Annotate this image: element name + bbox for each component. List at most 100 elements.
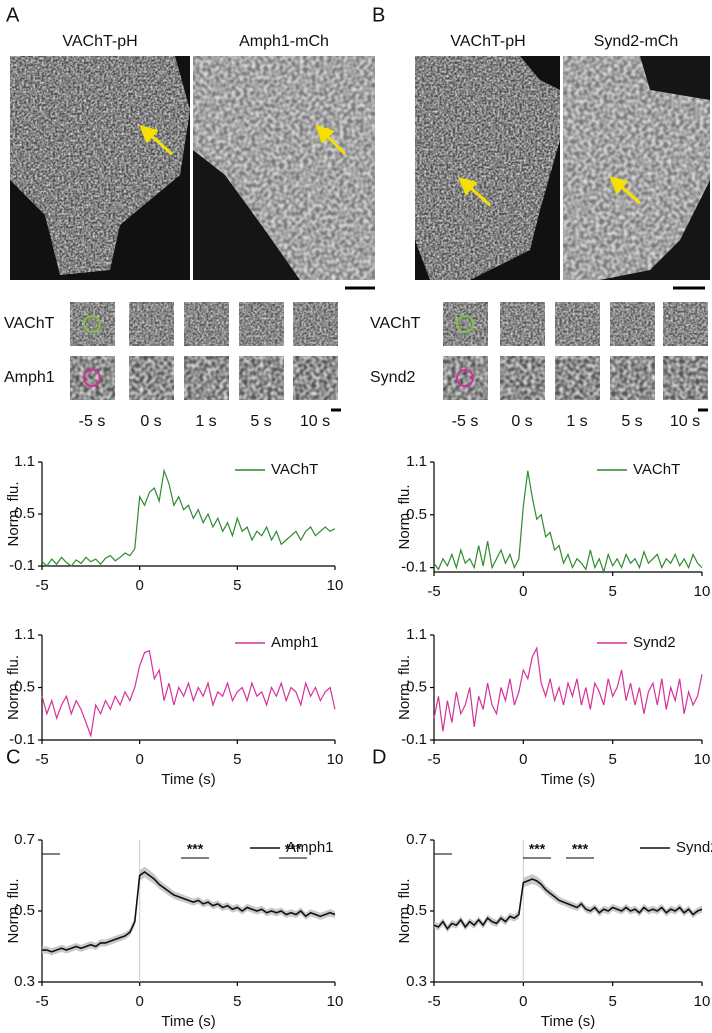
micrograph (193, 56, 375, 280)
x-tick-label: 5 (608, 993, 616, 1010)
time-label: -5 s (79, 413, 106, 430)
legend-label: VAChT (633, 461, 680, 478)
y-axis-label: Norm. flu. (396, 484, 413, 549)
y-tick-label: 0.7 (14, 831, 35, 848)
x-tick-label: 5 (233, 993, 241, 1010)
y-axis-label: Norm. flu. (396, 878, 413, 943)
trace (41, 468, 336, 567)
y-axis-label: Norm. flu. (396, 655, 413, 720)
x-tick-label: -5 (427, 751, 440, 768)
panel-label: D (372, 746, 386, 768)
x-tick-label: -5 (35, 751, 48, 768)
time-label: 1 s (566, 413, 587, 430)
x-tick-label: 5 (233, 751, 241, 768)
y-tick-label: 0.7 (406, 831, 427, 848)
x-tick-label: 0 (135, 993, 143, 1010)
image-tile-texture (443, 302, 488, 346)
row-label: VAChT (370, 315, 421, 332)
x-tick-label: 10 (694, 751, 711, 768)
time-label: 10 s (670, 413, 700, 430)
image-tile-texture (500, 302, 545, 346)
y-tick-label: 1.1 (14, 453, 35, 470)
trace (433, 470, 703, 575)
roi-circle (83, 315, 101, 333)
y-tick-label: 0.5 (406, 678, 427, 695)
image-tile-texture (663, 302, 708, 346)
image-tile-texture (610, 356, 655, 400)
y-tick-label: 0.3 (406, 973, 427, 990)
trace (41, 649, 336, 738)
legend-label: Synd2 (633, 634, 676, 651)
trace (433, 646, 703, 732)
micrograph (10, 56, 190, 280)
time-label: 0 s (511, 413, 532, 430)
time-label: 1 s (195, 413, 216, 430)
time-label: 5 s (621, 413, 642, 430)
x-tick-label: 10 (327, 993, 344, 1010)
image-tile-texture (610, 302, 655, 346)
y-tick-label: 0.3 (14, 973, 35, 990)
x-axis-label: Time (s) (541, 771, 595, 788)
time-label: 0 s (140, 413, 161, 430)
row-label: VAChT (4, 315, 55, 332)
legend-label: Synd2 (676, 839, 712, 856)
micrograph (563, 56, 710, 280)
x-tick-label: 0 (519, 993, 527, 1010)
roi-circle (456, 369, 474, 387)
x-tick-label: 10 (327, 751, 344, 768)
significance: *** (285, 841, 302, 857)
x-tick-label: 10 (327, 577, 344, 594)
x-tick-label: 10 (694, 583, 711, 600)
image-tile-texture (239, 302, 284, 346)
significance: *** (529, 841, 546, 857)
y-axis-label: Norm. flu. (5, 878, 22, 943)
time-label: 5 s (250, 413, 271, 430)
x-axis-label: Time (s) (541, 1013, 595, 1030)
image-tile-texture (663, 356, 708, 400)
x-tick-label: 0 (135, 577, 143, 594)
image-tile-texture (129, 356, 174, 400)
y-tick-label: -0.1 (9, 731, 35, 748)
image-tile-texture (70, 302, 115, 346)
y-tick-label: 0.5 (406, 506, 427, 523)
image-tile-texture (500, 356, 545, 400)
row-label: Amph1 (4, 369, 55, 386)
time-label: -5 s (452, 413, 479, 430)
image-tile-texture (555, 356, 600, 400)
roi-circle (83, 369, 101, 387)
panel-label: C (6, 746, 20, 768)
legend-label: Amph1 (271, 634, 319, 651)
image-tile-texture (129, 302, 174, 346)
x-tick-label: 0 (519, 583, 527, 600)
y-axis-label: Norm. flu. (5, 655, 22, 720)
x-tick-label: -5 (427, 993, 440, 1010)
x-axis-label: Time (s) (161, 771, 215, 788)
image-title: Synd2-mCh (594, 33, 678, 50)
image-tile-texture (555, 302, 600, 346)
x-tick-label: 0 (135, 751, 143, 768)
x-tick-label: -5 (35, 993, 48, 1010)
y-axis-label: Norm. flu. (5, 481, 22, 546)
y-tick-label: 1.1 (406, 626, 427, 643)
image-tile-texture (70, 356, 115, 400)
x-tick-label: 5 (233, 577, 241, 594)
y-tick-label: -0.1 (9, 557, 35, 574)
y-tick-label: 0.5 (14, 505, 35, 522)
panel-label: A (6, 4, 20, 26)
significance: *** (572, 841, 589, 857)
y-tick-label: -0.1 (401, 731, 427, 748)
image-tile-texture (293, 356, 338, 400)
y-tick-label: 0.5 (406, 902, 427, 919)
image-title: VAChT-pH (450, 33, 525, 50)
y-tick-label: 1.1 (406, 453, 427, 470)
x-tick-label: -5 (427, 583, 440, 600)
x-tick-label: -5 (35, 577, 48, 594)
x-tick-label: 0 (519, 751, 527, 768)
panel-label: B (372, 4, 385, 26)
image-tile-texture (239, 356, 284, 400)
micrograph (415, 56, 560, 280)
time-label: 10 s (300, 413, 330, 430)
image-tile-texture (184, 302, 229, 346)
trace (42, 870, 336, 953)
image-title: VAChT-pH (62, 33, 137, 50)
